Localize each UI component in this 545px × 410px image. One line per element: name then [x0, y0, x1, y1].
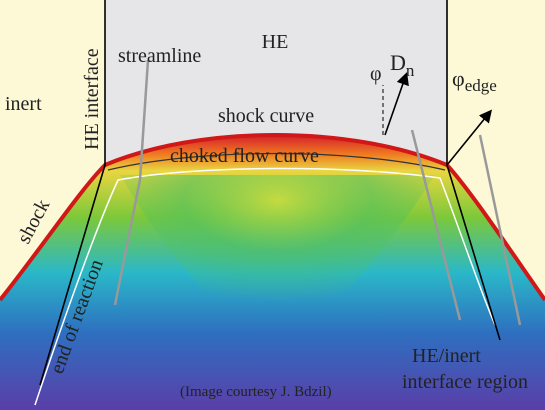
credit: (Image courtesy J. Bdzil) — [180, 384, 332, 400]
he-label: HE — [262, 31, 289, 53]
shock-curve-label: shock curve — [218, 105, 314, 127]
dn-base: D — [390, 50, 406, 75]
phi-label: φ — [370, 63, 382, 85]
phi-edge-sub: edge — [465, 76, 497, 95]
streamline-label: streamline — [118, 45, 201, 67]
he-inert-label: HE/inert — [412, 345, 481, 367]
diagram: HE inert HE interface streamline shock c… — [0, 0, 545, 410]
dn-sub: n — [406, 61, 415, 80]
phi-edge-base: φ — [452, 66, 465, 91]
choked-label: choked flow curve — [170, 145, 319, 167]
inert-label: inert — [5, 93, 42, 115]
interface-region-label: interface region — [402, 371, 528, 393]
he-interface-label: HE interface — [81, 48, 103, 150]
